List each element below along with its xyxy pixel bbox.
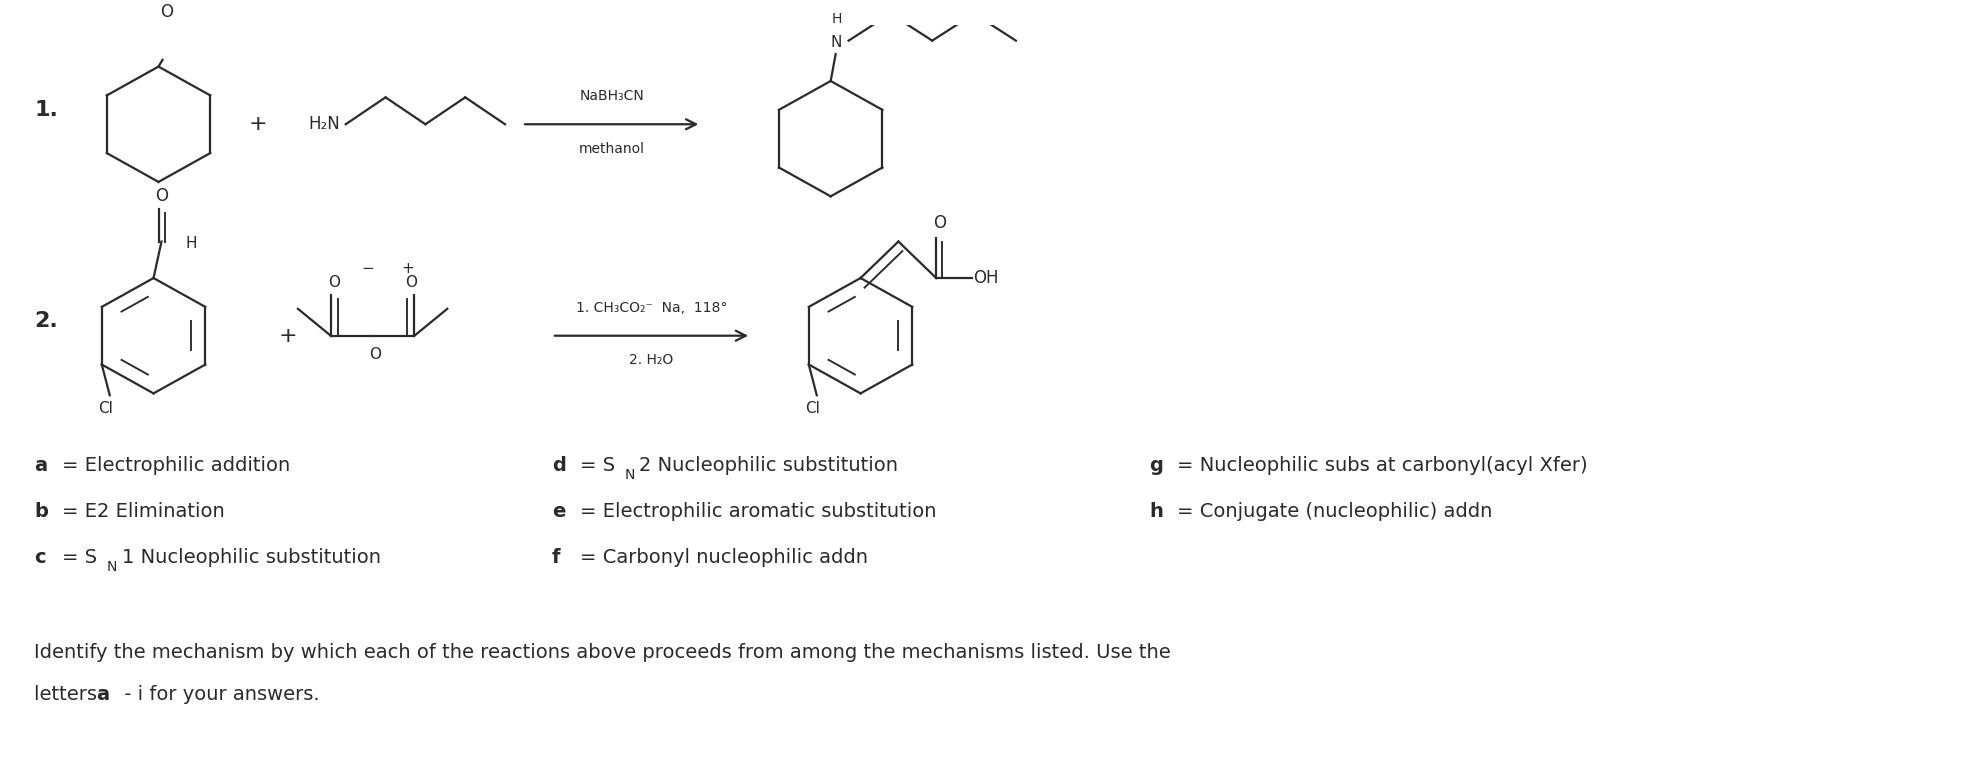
Text: 2. H₂O: 2. H₂O: [630, 353, 674, 367]
Text: h: h: [1150, 502, 1163, 521]
Text: = Conjugate (nucleophilic) addn: = Conjugate (nucleophilic) addn: [1177, 502, 1492, 521]
Text: OH: OH: [973, 269, 999, 287]
Text: N: N: [624, 468, 634, 482]
Text: a: a: [95, 684, 109, 703]
Text: g: g: [1150, 456, 1163, 475]
Text: O: O: [406, 274, 418, 290]
Text: 1.: 1.: [34, 100, 57, 120]
Text: Cl: Cl: [99, 401, 113, 416]
Text: = Electrophilic aromatic substitution: = Electrophilic aromatic substitution: [581, 502, 936, 521]
Text: N: N: [107, 560, 117, 575]
Text: O: O: [161, 3, 172, 21]
Text: = S: = S: [581, 456, 614, 475]
Text: 1. CH₃CO₂⁻  Na,  118°: 1. CH₃CO₂⁻ Na, 118°: [575, 301, 727, 315]
Text: O: O: [369, 347, 383, 362]
Text: 2.: 2.: [34, 312, 57, 331]
Text: b: b: [34, 502, 48, 521]
Text: f: f: [551, 548, 561, 567]
Text: methanol: methanol: [579, 142, 644, 155]
Text: Identify the mechanism by which each of the reactions above proceeds from among : Identify the mechanism by which each of …: [34, 644, 1171, 662]
Text: +: +: [250, 114, 268, 134]
Text: = Electrophilic addition: = Electrophilic addition: [61, 456, 289, 475]
Text: c: c: [34, 548, 46, 567]
Text: +: +: [279, 326, 297, 346]
Text: −: −: [361, 261, 375, 276]
Text: = E2 Elimination: = E2 Elimination: [61, 502, 224, 521]
Text: O: O: [155, 187, 168, 205]
Text: 1 Nucleophilic substitution: 1 Nucleophilic substitution: [121, 548, 381, 567]
Text: N: N: [830, 35, 842, 50]
Text: = Nucleophilic subs at carbonyl(acyl Xfer): = Nucleophilic subs at carbonyl(acyl Xfe…: [1177, 456, 1588, 475]
Text: O: O: [934, 214, 945, 232]
Text: O: O: [327, 274, 339, 290]
Text: = S: = S: [61, 548, 97, 567]
Text: d: d: [551, 456, 565, 475]
Text: letters: letters: [34, 684, 103, 703]
Text: NaBH₃CN: NaBH₃CN: [579, 89, 644, 103]
Text: H: H: [186, 236, 196, 251]
Text: H: H: [832, 12, 842, 27]
Text: - i for your answers.: - i for your answers.: [117, 684, 319, 703]
Text: H₂N: H₂N: [307, 115, 339, 133]
Text: e: e: [551, 502, 565, 521]
Text: Cl: Cl: [805, 401, 821, 416]
Text: 2 Nucleophilic substitution: 2 Nucleophilic substitution: [640, 456, 898, 475]
Text: +: +: [400, 261, 414, 276]
Text: = Carbonyl nucleophilic addn: = Carbonyl nucleophilic addn: [581, 548, 868, 567]
Text: a: a: [34, 456, 48, 475]
